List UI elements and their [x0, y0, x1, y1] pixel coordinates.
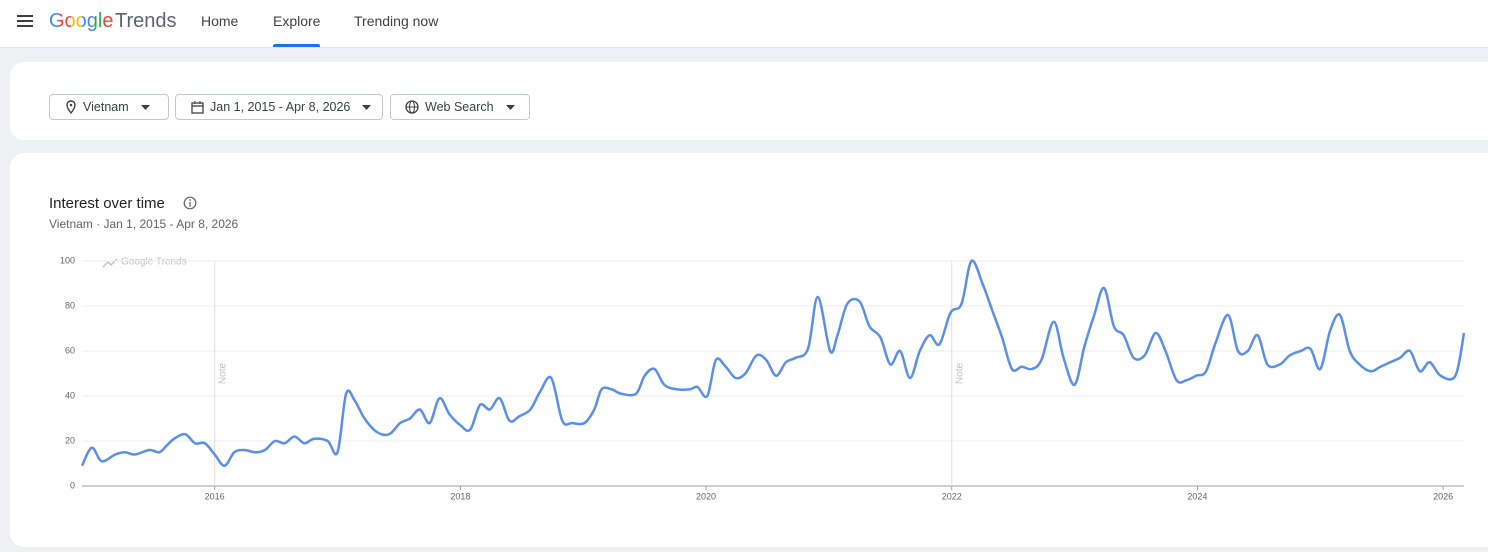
nav-link[interactable]: Home: [201, 13, 239, 29]
y-tick-label: 80: [65, 300, 75, 310]
date-filter[interactable]: Jan 1, 2015 - Apr 8, 2026: [175, 94, 383, 120]
note-label: Note: [217, 363, 228, 385]
menu-icon[interactable]: [17, 14, 34, 28]
x-tick-label: 2016: [205, 491, 225, 501]
search-type-filter[interactable]: Web Search: [390, 94, 530, 120]
x-tick-label: 2022: [942, 491, 962, 501]
filter-label: Web Search: [425, 100, 494, 114]
calendar-icon: [191, 100, 204, 114]
location-filter[interactable]: Vietnam: [49, 94, 169, 120]
top-bar: Google Trends Home Explore Trending now: [0, 0, 1488, 48]
dropdown-icon: [505, 104, 515, 110]
nav-link[interactable]: Trending now: [354, 13, 439, 29]
note-label: Note: [954, 363, 965, 385]
x-tick-label: 2018: [450, 491, 470, 501]
globe-icon: [405, 100, 419, 114]
y-tick-label: 60: [65, 345, 75, 355]
filter-label: Jan 1, 2015 - Apr 8, 2026: [210, 100, 351, 114]
chart-card: [10, 153, 1488, 547]
info-icon[interactable]: [183, 196, 197, 210]
y-tick-label: 40: [65, 390, 75, 400]
chart-title: Interest over time: [49, 195, 165, 212]
pin-icon: [66, 100, 76, 114]
dropdown-icon: [140, 104, 150, 110]
nav-link[interactable]: Explore: [273, 13, 321, 29]
y-tick-label: 100: [60, 255, 75, 265]
brand[interactable]: Google: [49, 10, 114, 32]
x-tick-label: 2024: [1187, 491, 1207, 501]
y-tick-label: 20: [65, 435, 75, 445]
dropdown-icon: [362, 104, 372, 110]
filter-label: Vietnam: [83, 100, 129, 114]
trend-line: [80, 259, 1466, 467]
y-tick-label: 0: [70, 480, 75, 490]
product-name[interactable]: Trends: [115, 10, 177, 32]
watermark-icon: [102, 258, 118, 268]
x-tick-label: 2020: [696, 491, 716, 501]
x-tick-label: 2026: [1433, 491, 1453, 501]
filter-card: [10, 62, 1488, 140]
active-indicator: [273, 44, 320, 47]
watermark: Google Trends: [121, 257, 187, 268]
chart-subtitle: Vietnam · Jan 1, 2015 - Apr 8, 2026: [49, 217, 239, 231]
